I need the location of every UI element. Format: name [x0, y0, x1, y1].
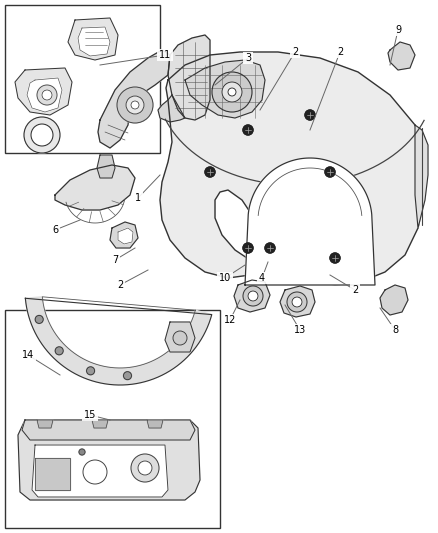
Polygon shape [185, 60, 265, 118]
Bar [5, 5, 160, 153]
Polygon shape [32, 445, 168, 497]
Circle shape [37, 85, 57, 105]
Polygon shape [68, 18, 118, 60]
Polygon shape [280, 286, 315, 317]
Circle shape [126, 96, 144, 114]
Text: 2: 2 [117, 280, 123, 290]
Circle shape [228, 88, 236, 96]
Circle shape [24, 117, 60, 153]
Text: 15: 15 [84, 410, 96, 420]
Polygon shape [55, 165, 135, 210]
Text: 9: 9 [395, 25, 401, 35]
Polygon shape [97, 155, 115, 178]
Circle shape [243, 286, 263, 306]
Circle shape [212, 72, 252, 112]
Circle shape [79, 449, 85, 455]
Circle shape [243, 125, 253, 135]
Circle shape [138, 461, 152, 475]
Polygon shape [18, 420, 200, 500]
Circle shape [55, 347, 63, 355]
Text: 7: 7 [112, 255, 118, 265]
Text: 6: 6 [52, 225, 58, 235]
Circle shape [287, 292, 307, 312]
Polygon shape [415, 125, 428, 228]
Text: 8: 8 [392, 325, 398, 335]
Polygon shape [27, 78, 62, 112]
Circle shape [117, 87, 153, 123]
Circle shape [83, 460, 107, 484]
Circle shape [292, 297, 302, 307]
Polygon shape [78, 27, 110, 56]
Polygon shape [98, 50, 170, 148]
Circle shape [87, 367, 95, 375]
Circle shape [265, 243, 275, 253]
Circle shape [248, 291, 258, 301]
Circle shape [243, 243, 253, 253]
Polygon shape [388, 42, 415, 70]
Polygon shape [15, 68, 72, 115]
Circle shape [131, 454, 159, 482]
Text: 2: 2 [352, 285, 358, 295]
Text: 2: 2 [337, 47, 343, 57]
Circle shape [205, 167, 215, 177]
Text: 1: 1 [135, 193, 141, 203]
Bar [5, 310, 220, 528]
Polygon shape [25, 297, 212, 385]
Polygon shape [234, 280, 270, 312]
Text: 14: 14 [22, 350, 34, 360]
Polygon shape [110, 222, 138, 248]
Polygon shape [165, 322, 195, 352]
Polygon shape [380, 285, 408, 315]
Polygon shape [168, 35, 210, 120]
Circle shape [35, 316, 43, 324]
Circle shape [131, 101, 139, 109]
Circle shape [173, 331, 187, 345]
Polygon shape [92, 420, 108, 428]
Polygon shape [160, 52, 425, 285]
Polygon shape [37, 420, 53, 428]
Text: 11: 11 [159, 50, 171, 60]
Polygon shape [158, 95, 185, 122]
Circle shape [325, 167, 335, 177]
Text: 12: 12 [224, 315, 236, 325]
Circle shape [31, 124, 53, 146]
Circle shape [124, 372, 131, 379]
Text: 3: 3 [245, 53, 251, 63]
Polygon shape [118, 228, 133, 244]
Polygon shape [147, 420, 163, 428]
Text: 2: 2 [292, 47, 298, 57]
Text: 13: 13 [294, 325, 306, 335]
Polygon shape [22, 420, 195, 440]
Polygon shape [35, 458, 70, 490]
Text: 4: 4 [259, 273, 265, 283]
Text: 10: 10 [219, 273, 231, 283]
Circle shape [42, 90, 52, 100]
Circle shape [222, 82, 242, 102]
Polygon shape [245, 158, 375, 285]
Circle shape [305, 110, 315, 120]
Circle shape [330, 253, 340, 263]
